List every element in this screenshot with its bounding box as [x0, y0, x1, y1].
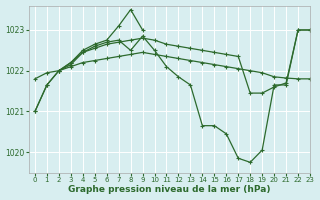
X-axis label: Graphe pression niveau de la mer (hPa): Graphe pression niveau de la mer (hPa)	[68, 185, 271, 194]
